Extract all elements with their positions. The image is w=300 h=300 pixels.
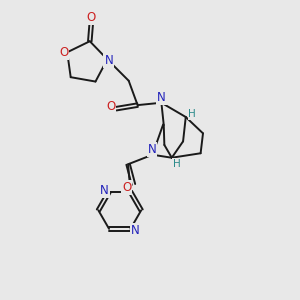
Text: N: N xyxy=(157,91,166,104)
Text: H: H xyxy=(188,109,196,119)
Text: O: O xyxy=(87,11,96,24)
Text: N: N xyxy=(130,224,139,237)
Text: H: H xyxy=(173,159,181,169)
Text: O: O xyxy=(122,181,131,194)
Text: O: O xyxy=(106,100,116,113)
Text: O: O xyxy=(59,46,68,59)
Text: N: N xyxy=(104,54,113,67)
Text: N: N xyxy=(100,184,109,197)
Text: N: N xyxy=(148,143,156,156)
